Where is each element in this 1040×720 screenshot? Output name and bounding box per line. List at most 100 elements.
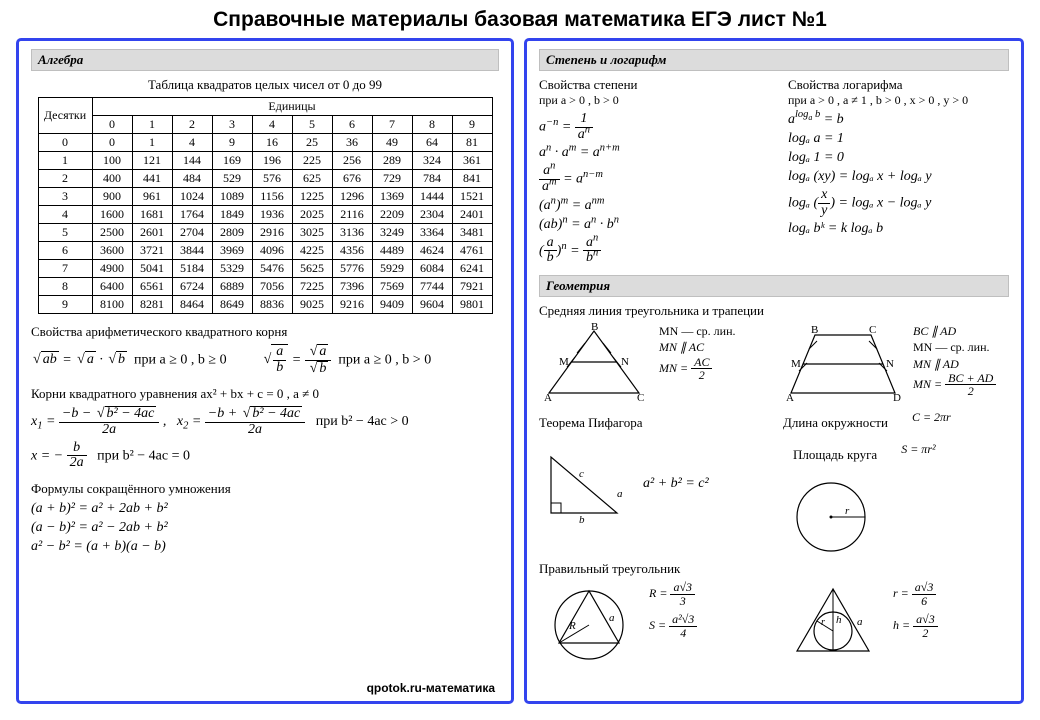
header-geometry: Геометрия <box>539 275 1009 297</box>
mult-1: (a + b)² = a² + 2ab + b² <box>31 501 499 517</box>
cell: 1024 <box>172 188 212 206</box>
cell: 1296 <box>332 188 372 206</box>
circle: Длина окружности C = 2πr Площадь круга S… <box>783 409 1009 555</box>
svg-text:c: c <box>579 468 584 480</box>
cell: 3249 <box>372 224 412 242</box>
col-head: 8 <box>412 116 452 134</box>
midline-triangle: A B C M N MN — ср. лин. MN ∥ AC MN = AC2 <box>539 323 765 403</box>
cell: 25 <box>292 134 332 152</box>
svg-text:N: N <box>621 356 629 368</box>
row-head: 7 <box>38 260 92 278</box>
cell: 900 <box>92 188 132 206</box>
cell: 2401 <box>452 206 492 224</box>
mult-3: a² − b² = (a + b)(a − b) <box>31 539 499 555</box>
cell: 1849 <box>212 206 252 224</box>
svg-text:r: r <box>821 617 825 628</box>
table-row: 5250026012704280929163025313632493364348… <box>38 224 492 242</box>
svg-text:a: a <box>609 612 615 624</box>
midline-row: A B C M N MN — ср. лин. MN ∥ AC MN = AC2 <box>539 323 1009 403</box>
mult-title: Формулы сокращённого умножения <box>31 481 499 497</box>
cell: 5776 <box>332 260 372 278</box>
cell: 81 <box>452 134 492 152</box>
cell: 49 <box>372 134 412 152</box>
col-head: 1 <box>132 116 172 134</box>
cell: 8836 <box>252 296 292 314</box>
reg-tri-title: Правильный треугольник <box>539 561 1009 577</box>
cell: 4225 <box>292 242 332 260</box>
squares-table: Десятки Единицы 0123456789 0014916253649… <box>38 97 493 314</box>
cell: 9604 <box>412 296 452 314</box>
quad-cond2-text: при b² − 4ac = 0 <box>97 448 190 463</box>
cell: 4 <box>172 134 212 152</box>
cell: 3969 <box>212 242 252 260</box>
cell: 676 <box>332 170 372 188</box>
svg-text:a: a <box>857 616 863 628</box>
svg-text:A: A <box>544 392 552 403</box>
cell: 400 <box>92 170 132 188</box>
quad-cond1-text: при b² − 4ac > 0 <box>316 414 409 429</box>
svg-text:a: a <box>617 488 623 500</box>
power-column: Свойства степени при a > 0 , b > 0 a−n =… <box>539 77 760 269</box>
cell: 576 <box>252 170 292 188</box>
pyth-circle-row: Теорема Пифагора c a b a² + b² = c² Длин… <box>539 409 1009 555</box>
cell: 529 <box>212 170 252 188</box>
pyth-title: Теорема Пифагора <box>539 415 642 431</box>
cell: 289 <box>372 152 412 170</box>
sqrt-cond1-text: при a ≥ 0 , b ≥ 0 <box>134 352 227 367</box>
col-head: 6 <box>332 116 372 134</box>
svg-text:r: r <box>845 505 850 517</box>
cell: 1225 <box>292 188 332 206</box>
cell: 225 <box>292 152 332 170</box>
col-head: 7 <box>372 116 412 134</box>
col-head: 4 <box>252 116 292 134</box>
cell: 2304 <box>412 206 452 224</box>
cell: 7921 <box>452 278 492 296</box>
cell: 169 <box>212 152 252 170</box>
pythagoras: Теорема Пифагора c a b a² + b² = c² <box>539 409 765 555</box>
svg-text:A: A <box>786 392 794 403</box>
cell: 8281 <box>132 296 172 314</box>
cell: 3364 <box>412 224 452 242</box>
row-head: 1 <box>38 152 92 170</box>
cell: 2601 <box>132 224 172 242</box>
cell: 484 <box>172 170 212 188</box>
cell: 8464 <box>172 296 212 314</box>
col-head: 2 <box>172 116 212 134</box>
watermark: qpotok.ru-математика <box>367 681 495 695</box>
cell: 0 <box>92 134 132 152</box>
powlog-columns: Свойства степени при a > 0 , b > 0 a−n =… <box>539 77 1009 269</box>
reg-tri-inscribed: r h a r = a√36 h = a√32 <box>783 581 1009 661</box>
cell: 2809 <box>212 224 252 242</box>
cell: 729 <box>372 170 412 188</box>
svg-text:N: N <box>886 358 894 370</box>
cell: 36 <box>332 134 372 152</box>
cell: 8649 <box>212 296 252 314</box>
table-row: 7490050415184532954765625577659296084624… <box>38 260 492 278</box>
table-row: 390096110241089115612251296136914441521 <box>38 188 492 206</box>
row-head: 6 <box>38 242 92 260</box>
log-5: logₐ (xy) = logₐ x − logₐ y <box>788 188 1009 218</box>
cell: 64 <box>412 134 452 152</box>
cell: 2116 <box>332 206 372 224</box>
svg-text:M: M <box>791 358 801 370</box>
cell: 3600 <box>92 242 132 260</box>
cell: 1936 <box>252 206 292 224</box>
cell: 6724 <box>172 278 212 296</box>
cell: 784 <box>412 170 452 188</box>
cell: 1 <box>132 134 172 152</box>
log-1: aloga b = b <box>788 112 1009 128</box>
pow-3: anam = an−m <box>539 164 760 194</box>
cell: 5184 <box>172 260 212 278</box>
row-head: 8 <box>38 278 92 296</box>
circle-icon: r <box>783 477 893 555</box>
triangle-midline-icon: A B C M N <box>539 323 649 403</box>
cell: 7225 <box>292 278 332 296</box>
cell: 3481 <box>452 224 492 242</box>
panels: Алгебра Таблица квадратов целых чисел от… <box>0 38 1040 714</box>
trapezoid-midline-icon: A B C D M N <box>783 323 903 403</box>
col-head: 9 <box>452 116 492 134</box>
log-4: logₐ (xy) = logₐ x + logₐ y <box>788 169 1009 185</box>
svg-text:M: M <box>559 356 569 368</box>
panel-right: Степень и логарифм Свойства степени при … <box>524 38 1024 704</box>
cell: 1521 <box>452 188 492 206</box>
